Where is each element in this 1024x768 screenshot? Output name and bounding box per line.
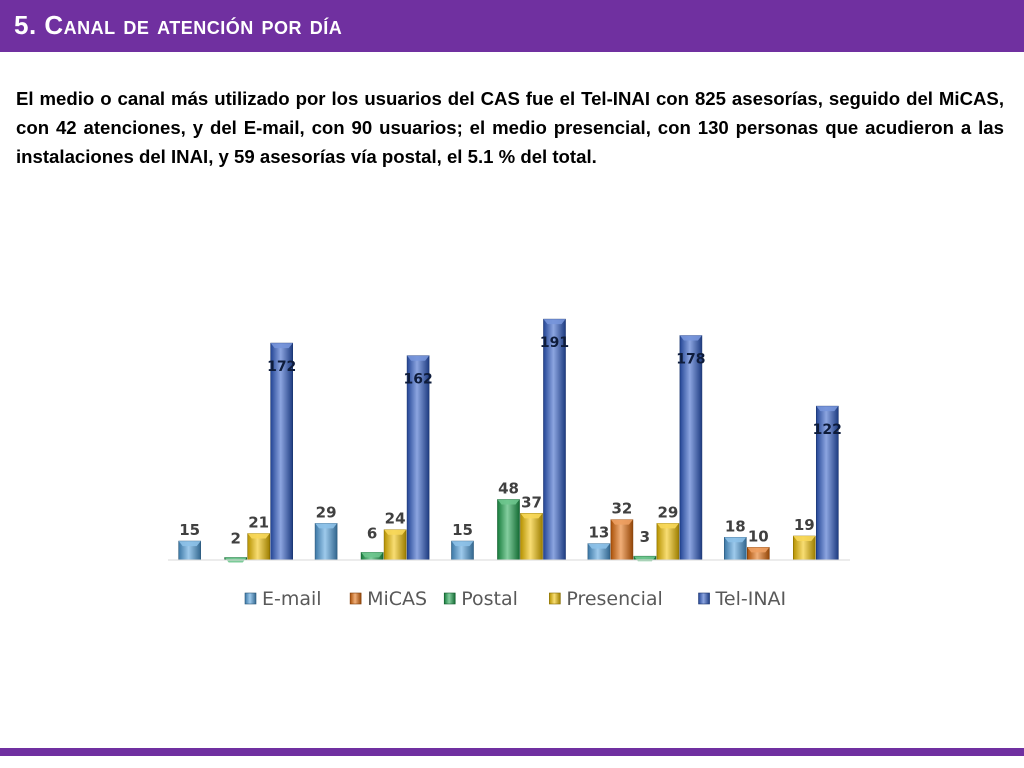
data-label-presencial: 29: [657, 503, 678, 521]
summary-paragraph: El medio o canal más utilizado por los u…: [16, 88, 1004, 167]
legend-swatch-postal: [443, 592, 456, 605]
bar-cap-e-mail: [587, 543, 610, 549]
data-label-postal: 6: [367, 524, 377, 542]
legend-label-presencial: Presencial: [566, 588, 662, 610]
bar-cap-presencial: [656, 523, 679, 529]
legend-swatch-micas: [349, 592, 362, 605]
bar-micas: [610, 519, 634, 561]
data-label-postal: 2: [230, 529, 240, 547]
data-label-tel-inai: 178: [676, 352, 705, 368]
bar-cap-e-mail: [451, 541, 474, 547]
bar-cap-tel-inai: [543, 319, 566, 325]
data-label-presencial: 19: [794, 516, 815, 534]
bar-tel-inai: [543, 318, 566, 561]
bar-cap-tel-inai: [270, 343, 293, 349]
bar-tel-inai: [679, 335, 703, 561]
legend-label-e-mail: E-mail: [262, 588, 322, 610]
bar-cap-presencial: [793, 536, 816, 542]
legend-swatch-e-mail: [244, 592, 257, 605]
bar-cap-postal: [361, 552, 384, 558]
data-label-e-mail: 15: [452, 521, 473, 539]
legend-label-micas: MiCAS: [367, 588, 427, 610]
data-label-presencial: 21: [248, 514, 269, 532]
data-label-e-mail: 29: [316, 503, 337, 521]
data-label-postal: 48: [498, 479, 519, 497]
data-label-e-mail: 18: [725, 517, 746, 535]
legend-label-postal: Postal: [461, 588, 518, 610]
bar-cap-tel-inai: [679, 335, 702, 341]
channel-chart: 15 2 21 172 29 6 24 162 15 48 37 191 13 32 3 29 178 18 10 1…: [150, 290, 870, 630]
legend-swatch-tel-inai: [698, 592, 710, 605]
bar-cap-presencial: [247, 533, 270, 539]
data-label-tel-inai: 162: [403, 372, 432, 388]
data-label-tel-inai: 191: [540, 335, 569, 351]
data-label-postal: 3: [640, 528, 650, 546]
bar-cap-micas: [610, 519, 633, 525]
bar-cap-presencial: [384, 529, 407, 535]
data-label-presencial: 24: [385, 510, 406, 528]
bar-presencial: [656, 523, 680, 561]
bar-postal: [497, 499, 520, 561]
bar-cap-postal: [497, 499, 520, 505]
data-label-tel-inai: 122: [813, 422, 842, 438]
legend-swatch-presencial: [549, 592, 561, 605]
bar-cap-tel-inai: [816, 406, 839, 412]
data-label-presencial: 37: [521, 493, 542, 511]
bar-cap-micas: [747, 547, 770, 553]
bar-cap-e-mail: [178, 541, 201, 547]
bar-tel-inai: [270, 342, 293, 561]
data-label-tel-inai: 172: [267, 359, 296, 375]
data-label-micas: 10: [748, 527, 769, 545]
chart-bars: [178, 318, 839, 563]
data-label-micas: 32: [611, 500, 632, 518]
bar-cap-presencial: [520, 513, 543, 519]
chart-legend: E-mail MiCAS Postal Presencial Tel-INAI: [244, 588, 787, 610]
data-label-e-mail: 13: [588, 524, 609, 542]
bar-presencial: [520, 513, 543, 561]
title-bar: 5. Canal de atención por día: [0, 0, 1024, 52]
bar-cap-e-mail: [724, 537, 747, 543]
data-label-e-mail: 15: [179, 521, 200, 539]
legend-label-tel-inai: Tel-INAI: [715, 588, 787, 610]
bottom-accent-bar: [0, 748, 1024, 756]
bar-cap-tel-inai: [407, 355, 430, 361]
bar-e-mail: [314, 523, 338, 561]
bar-cap-e-mail: [315, 523, 338, 529]
slide-title: 5. Canal de atención por día: [14, 10, 343, 40]
